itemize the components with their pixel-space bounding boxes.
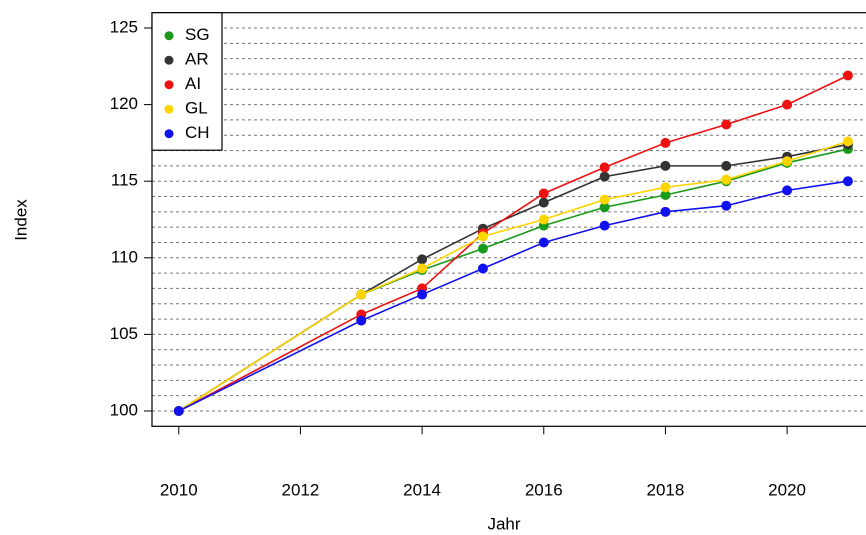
x-tick-label: 2010 bbox=[160, 480, 198, 499]
x-tick-label: 2012 bbox=[282, 480, 320, 499]
series-line bbox=[178, 148, 849, 412]
data-point bbox=[721, 174, 732, 185]
legend-marker bbox=[164, 104, 174, 114]
legend-marker bbox=[164, 31, 174, 41]
data-point bbox=[599, 194, 610, 205]
data-point bbox=[660, 160, 671, 171]
data-point bbox=[660, 189, 671, 200]
x-tick-label: 2020 bbox=[768, 480, 806, 499]
data-point bbox=[782, 185, 793, 196]
y-tick-label: 115 bbox=[111, 171, 138, 190]
data-point bbox=[721, 119, 732, 130]
data-point bbox=[842, 70, 853, 81]
x-tick-label: 2018 bbox=[647, 480, 685, 499]
y-axis-label: Index bbox=[11, 199, 30, 241]
legend-marker bbox=[164, 80, 174, 90]
data-point bbox=[477, 243, 488, 254]
data-point bbox=[721, 200, 732, 211]
data-point bbox=[842, 136, 853, 147]
data-point bbox=[417, 254, 428, 265]
data-point bbox=[599, 162, 610, 173]
data-point bbox=[356, 315, 367, 326]
legend-label: AR bbox=[185, 50, 209, 69]
legend-marker bbox=[164, 129, 174, 139]
data-point bbox=[721, 160, 732, 171]
data-point bbox=[599, 202, 610, 213]
y-tick-label: 110 bbox=[111, 247, 138, 266]
data-point bbox=[782, 156, 793, 167]
x-axis-label: Jahr bbox=[487, 514, 520, 533]
x-tick-label: 2016 bbox=[525, 480, 563, 499]
y-tick-label: 105 bbox=[110, 324, 138, 343]
y-tick-label: 120 bbox=[110, 94, 138, 113]
data-point bbox=[782, 99, 793, 110]
data-point bbox=[599, 171, 610, 182]
data-point bbox=[538, 188, 549, 199]
series-line bbox=[178, 74, 849, 412]
data-point bbox=[660, 137, 671, 148]
data-point bbox=[599, 220, 610, 231]
series-line bbox=[178, 180, 849, 412]
plot-frame bbox=[151, 12, 866, 427]
data-point bbox=[356, 289, 367, 300]
data-point bbox=[842, 176, 853, 187]
data-point bbox=[173, 405, 184, 416]
data-point bbox=[417, 263, 428, 274]
data-point bbox=[660, 182, 671, 193]
legend-label: GL bbox=[185, 99, 208, 118]
data-point bbox=[660, 206, 671, 217]
y-tick-label: 100 bbox=[110, 400, 138, 419]
data-point bbox=[538, 237, 549, 248]
series-line bbox=[178, 140, 849, 412]
data-point bbox=[477, 231, 488, 242]
legend-label: AI bbox=[185, 74, 201, 93]
y-tick-label: 125 bbox=[110, 18, 138, 37]
data-point bbox=[417, 289, 428, 300]
legend-marker bbox=[164, 55, 174, 65]
legend-box bbox=[151, 12, 223, 151]
data-point bbox=[538, 214, 549, 225]
series-line bbox=[178, 143, 849, 412]
data-point bbox=[538, 197, 549, 208]
data-point bbox=[477, 263, 488, 274]
legend-label: CH bbox=[185, 123, 210, 142]
legend-label: SG bbox=[185, 25, 210, 44]
x-tick-label: 2014 bbox=[403, 480, 441, 499]
